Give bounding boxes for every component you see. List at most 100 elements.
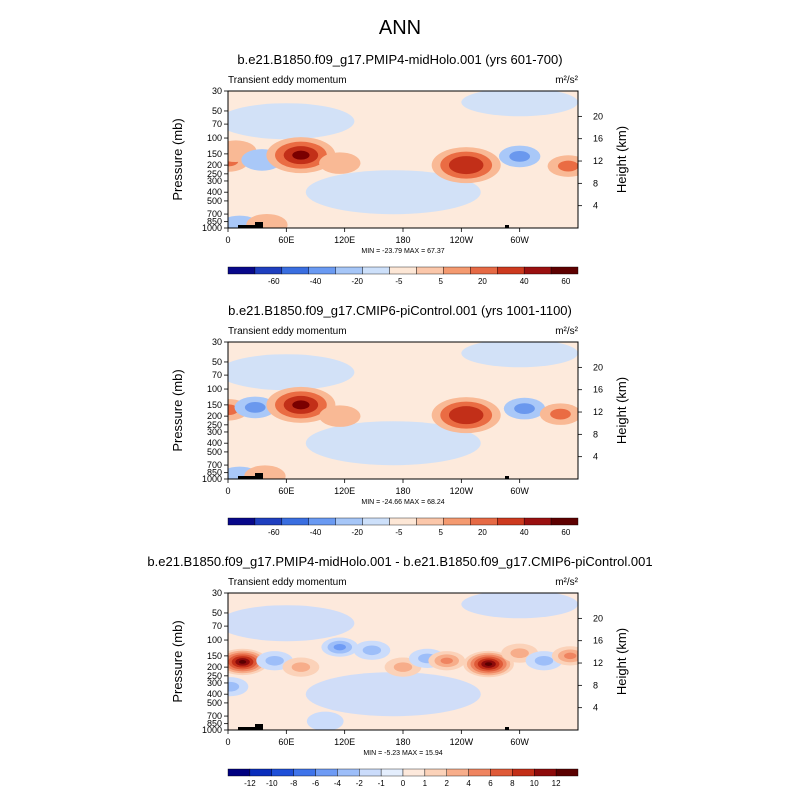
- topography: [255, 222, 263, 228]
- contour-feature-7: [393, 662, 413, 672]
- y-tick-label: 200: [207, 662, 222, 672]
- contour-feature-4: [292, 150, 310, 160]
- y-axis-right-title: Height (km): [614, 377, 629, 444]
- y-tick-label: 150: [207, 400, 222, 410]
- y-tick-label: 1000: [202, 474, 222, 484]
- y-tick-label: 50: [212, 357, 222, 367]
- colorbar-swatch: [550, 517, 579, 526]
- x-tick-label: 60W: [510, 737, 529, 747]
- panel-variable-label: Transient eddy momentum: [228, 326, 347, 337]
- contour-feature-5: [333, 643, 346, 651]
- colorbar-swatch: [362, 517, 390, 526]
- contour-feature-5: [448, 406, 484, 425]
- y-tick-label: 850: [207, 719, 222, 729]
- contour-feature-2: [244, 402, 266, 413]
- y-tick-label: 1000: [202, 223, 222, 233]
- colorbar-swatch: [389, 517, 417, 526]
- y-tick-label: 100: [207, 635, 222, 645]
- x-tick-label: 180: [395, 235, 410, 245]
- colorbar-label: 40: [520, 277, 529, 286]
- colorbar-swatch: [293, 768, 316, 777]
- colorbar-label: 12: [552, 779, 561, 788]
- colorbar-swatch: [497, 517, 525, 526]
- colorbar-label: 4: [466, 779, 471, 788]
- height-tick-label: 4: [593, 201, 598, 211]
- height-tick-label: 16: [593, 134, 603, 144]
- colorbar-swatch: [380, 768, 404, 777]
- x-tick-label: 180: [395, 737, 410, 747]
- topography: [505, 476, 509, 479]
- colorbar-swatch: [335, 517, 363, 526]
- panel-title: b.e21.B1850.f09_g17.PMIP4-midHolo.001 - …: [147, 554, 652, 569]
- figure-title: ANN: [379, 17, 421, 39]
- colorbar-label: -10: [266, 779, 278, 788]
- colorbar-swatch: [227, 266, 256, 275]
- background-patch: [228, 354, 355, 391]
- colorbar-label: -12: [244, 779, 256, 788]
- colorbar-label: -4: [334, 779, 342, 788]
- height-tick-label: 20: [593, 613, 603, 623]
- colorbar-swatch: [512, 768, 535, 777]
- topography: [238, 225, 258, 228]
- contour-feature-8: [557, 160, 578, 172]
- contour-feature-10: [244, 465, 286, 479]
- contour-feature-4: [319, 405, 361, 427]
- y-tick-label: 200: [207, 160, 222, 170]
- x-tick-label: 120E: [334, 235, 355, 245]
- height-tick-label: 8: [593, 680, 598, 690]
- topography: [238, 727, 258, 730]
- panel-title: b.e21.B1850.f09_g17.PMIP4-midHolo.001 (y…: [237, 52, 562, 67]
- colorbar-swatch: [555, 768, 579, 777]
- contour-feature-3: [292, 400, 310, 410]
- colorbar-label: 10: [530, 779, 539, 788]
- colorbar-swatch: [446, 768, 469, 777]
- y-tick-label: 400: [207, 187, 222, 197]
- colorbar-swatch: [308, 517, 336, 526]
- y-axis-right-title: Height (km): [614, 126, 629, 193]
- colorbar-label: 8: [510, 779, 515, 788]
- colorbar-swatch: [523, 266, 552, 275]
- x-tick-label: 120E: [334, 486, 355, 496]
- colorbar-label: 0: [401, 779, 406, 788]
- y-tick-label: 700: [207, 209, 222, 219]
- y-tick-label: 250: [207, 671, 222, 681]
- height-tick-label: 16: [593, 385, 603, 395]
- y-tick-label: 300: [207, 678, 222, 688]
- contour-feature-4: [291, 662, 311, 672]
- colorbar-label: 20: [478, 528, 487, 537]
- y-tick-label: 700: [207, 711, 222, 721]
- panel-units-label: m²/s²: [555, 75, 578, 86]
- y-tick-label: 70: [212, 621, 222, 631]
- height-tick-label: 4: [593, 452, 598, 462]
- y-tick-label: 70: [212, 119, 222, 129]
- plot-area: [228, 342, 578, 479]
- colorbar-label: 60: [561, 277, 570, 286]
- height-tick-label: 12: [593, 156, 603, 166]
- contour-feature-12: [246, 213, 288, 228]
- y-tick-label: 850: [207, 217, 222, 227]
- x-tick-label: 120W: [450, 737, 474, 747]
- colorbar-label: -2: [356, 779, 364, 788]
- colorbar-swatch: [315, 768, 338, 777]
- height-tick-label: 8: [593, 178, 598, 188]
- y-tick-label: 50: [212, 106, 222, 116]
- topography: [505, 727, 509, 730]
- height-tick-label: 20: [593, 362, 603, 372]
- colorbar-swatch: [227, 517, 256, 526]
- y-tick-label: 250: [207, 169, 222, 179]
- x-tick-label: 120E: [334, 737, 355, 747]
- y-axis-right-title: Height (km): [614, 628, 629, 695]
- y-axis-title: Pressure (mb): [170, 118, 185, 200]
- background-patch: [461, 342, 578, 368]
- y-tick-label: 30: [212, 337, 222, 347]
- contour-feature-5: [319, 152, 361, 174]
- colorbar-swatch: [249, 768, 272, 777]
- topography: [505, 225, 509, 228]
- colorbar-swatch: [362, 266, 390, 275]
- height-tick-label: 12: [593, 407, 603, 417]
- stats-label: MIN = -24.66 MAX = 68.24: [361, 499, 444, 506]
- panel-units-label: m²/s²: [555, 326, 578, 337]
- colorbar-swatch: [308, 266, 336, 275]
- colorbar-swatch: [470, 517, 498, 526]
- colorbar-swatch: [271, 768, 294, 777]
